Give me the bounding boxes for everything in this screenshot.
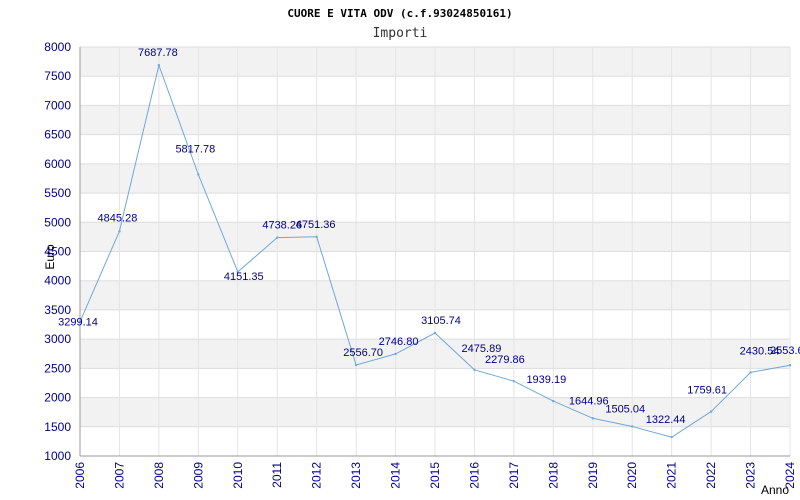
- y-tick-label: 1500: [44, 420, 71, 434]
- data-label: 4738.26: [262, 220, 302, 232]
- data-label: 2553.6: [770, 345, 800, 357]
- y-tick-label: 2500: [44, 361, 71, 375]
- y-axis-label: Euro: [43, 244, 57, 270]
- data-point: [552, 399, 555, 403]
- data-point: [473, 368, 476, 371]
- data-label: 3299.14: [58, 317, 98, 329]
- data-point: [670, 435, 673, 439]
- x-tick-label: 2008: [152, 462, 166, 489]
- x-tick-label: 2006: [73, 462, 87, 489]
- x-tick-label: 2022: [704, 462, 718, 489]
- x-tick-label: 2010: [231, 462, 245, 489]
- data-label: 2556.70: [343, 347, 383, 359]
- y-tick-label: 5000: [44, 215, 71, 229]
- y-tick-label: 3000: [44, 332, 71, 346]
- data-label: 1322.44: [646, 414, 686, 426]
- chart-subtitle: Importi: [373, 26, 428, 41]
- data-label: 5817.78: [175, 144, 215, 156]
- y-tick-label: 7500: [44, 69, 71, 83]
- data-label: 1939.19: [526, 374, 566, 386]
- y-tick-label: 7000: [44, 98, 71, 112]
- data-label: 4151.35: [224, 271, 264, 283]
- x-tick-label: 2020: [625, 462, 639, 489]
- x-tick-label: 2023: [744, 462, 758, 489]
- data-label: 1644.96: [569, 395, 609, 407]
- data-label: 2279.86: [485, 354, 525, 366]
- x-axis: 2006 2007 2008 2009 2010 2011 2012 2013 2014 2015…: [73, 462, 797, 489]
- x-tick-label: 2013: [349, 462, 363, 489]
- data-label: 4751.36: [296, 219, 336, 231]
- y-axis: 1000 1500 2000 2500 3000 3500 4000 4500 5000 5500…: [44, 40, 71, 463]
- y-tick-label: 6500: [44, 128, 71, 142]
- data-label: 3105.74: [421, 315, 461, 327]
- y-tick-label: 2000: [44, 391, 71, 405]
- data-label: 1505.04: [605, 403, 645, 415]
- data-point: [78, 320, 82, 323]
- x-tick-label: 2007: [112, 462, 126, 489]
- y-tick-label: 4000: [44, 274, 71, 288]
- data-label: 7687.78: [138, 47, 178, 59]
- data-labels: 3299.14 4845.28 7687.78 5817.78 4151.35 4738.…: [58, 47, 800, 426]
- x-tick-label: 2011: [270, 462, 284, 488]
- x-tick-label: 2009: [191, 462, 205, 489]
- x-tick-label: 2018: [546, 462, 560, 489]
- x-axis-label: Anno: [761, 483, 789, 497]
- data-point: [394, 352, 397, 356]
- data-point: [197, 173, 200, 176]
- data-point: [276, 236, 279, 239]
- x-tick-label: 2012: [310, 462, 324, 489]
- x-tick-label: 2017: [507, 462, 521, 489]
- x-tick-label: 2019: [586, 462, 600, 489]
- y-tick-label: 1000: [44, 449, 71, 463]
- grid-lines: [79, 46, 791, 457]
- data-label: 2430.54: [740, 345, 780, 357]
- data-point: [591, 417, 594, 420]
- data-point: [749, 371, 752, 374]
- data-point: [315, 235, 318, 239]
- data-point: [631, 425, 634, 428]
- x-tick-label: 2021: [665, 462, 679, 489]
- y-tick-label: 8000: [44, 40, 71, 54]
- y-tick-label: 6000: [44, 157, 71, 171]
- data-point: [354, 363, 358, 367]
- data-point: [236, 270, 239, 274]
- data-point: [788, 364, 792, 367]
- x-tick-label: 2014: [389, 462, 403, 489]
- y-tick-label: 3500: [44, 303, 71, 317]
- x-tick-label: 2024: [783, 462, 797, 489]
- series-importi: [78, 63, 792, 439]
- data-label: 1759.61: [687, 385, 727, 397]
- data-point: [118, 230, 121, 233]
- data-point: [433, 331, 437, 335]
- data-point: [709, 410, 713, 413]
- data-label: 2746.80: [379, 336, 419, 348]
- chart-title: CUORE E VITA ODV (c.f.93024850161): [287, 7, 512, 20]
- x-tick-label: 2015: [428, 462, 442, 489]
- data-label: 2475.89: [462, 343, 502, 355]
- data-point: [512, 380, 516, 383]
- y-tick-label: 5500: [44, 186, 71, 200]
- data-point: [157, 64, 161, 67]
- y-tick-label: 4500: [44, 245, 71, 259]
- x-tick-label: 2016: [467, 462, 481, 489]
- data-label: 4845.28: [98, 212, 138, 224]
